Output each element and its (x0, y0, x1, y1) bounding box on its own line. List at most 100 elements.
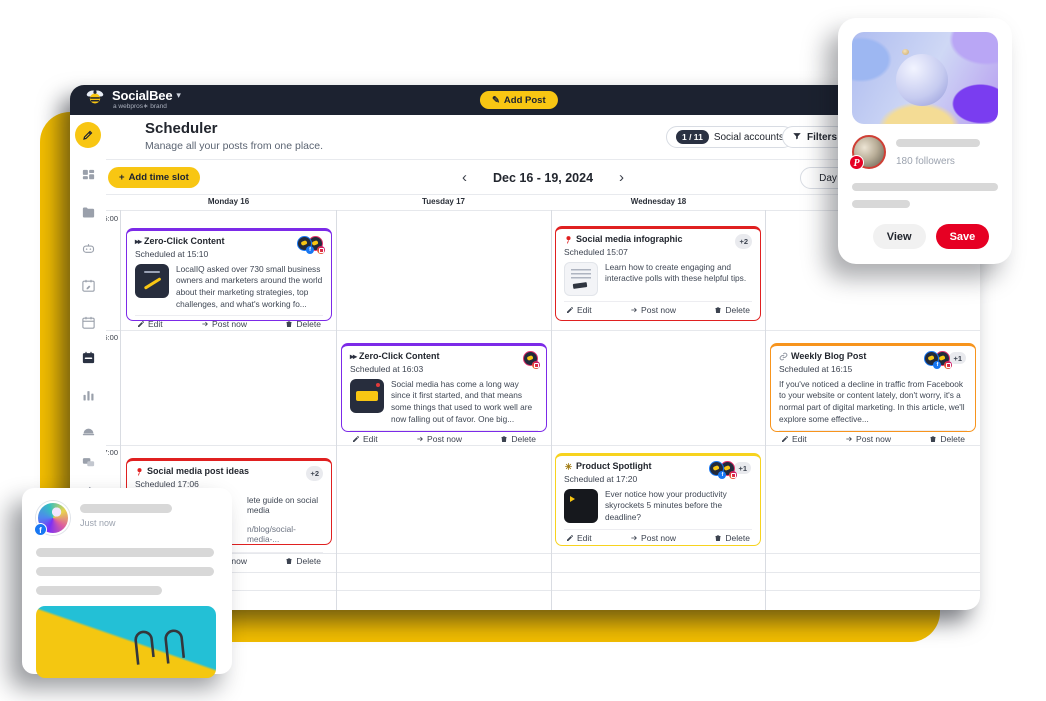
edit-button[interactable]: Edit (352, 434, 378, 444)
social-accounts-selector[interactable]: 1 / 11 Social accounts (666, 126, 794, 148)
view-button[interactable]: View (872, 224, 926, 249)
sidebar-item-posts[interactable] (79, 313, 97, 331)
pool-photo (36, 606, 216, 678)
sidebar-item-dashboard[interactable] (79, 166, 97, 184)
followers-count: 180 followers (896, 156, 955, 167)
chevron-down-icon: ▾ (176, 90, 181, 101)
brand-menu[interactable]: SocialBee ▾ a webpros∗ brand (84, 89, 181, 111)
skeleton-text-bar (36, 548, 214, 557)
delete-button[interactable]: Delete (285, 319, 321, 329)
edit-button[interactable]: Edit (566, 533, 592, 543)
post-now-button[interactable]: Post now (201, 319, 247, 329)
facebook-icon: f (718, 471, 727, 479)
skeleton-text-bar (852, 200, 910, 208)
plus-icon: + (119, 172, 125, 183)
sidebar-item-analytics[interactable] (79, 386, 97, 404)
post-now-button[interactable]: Post now (416, 434, 462, 444)
calendar-grid: Monday 16 Tuesday 17 Wednesday 18 15:00 … (106, 195, 980, 610)
brand-subtitle: a webpros∗ brand (113, 103, 167, 111)
time-label-15: 15:00 (106, 214, 118, 223)
bee-logo-icon (84, 89, 106, 110)
day-header-wednesday: Wednesday 18 (630, 197, 687, 206)
post-link-fragment: n/blog/social-media-... (247, 523, 296, 544)
more-accounts-badge: +2 (735, 234, 752, 249)
skeleton-text-bar (36, 586, 162, 595)
sidebar-item-engage[interactable] (79, 453, 97, 471)
compose-icon: ✎ (491, 94, 500, 106)
prev-week-button[interactable]: ‹ (461, 169, 467, 186)
date-navigation: ‹ Dec 16 - 19, 2024 › (462, 160, 624, 195)
delete-button[interactable]: Delete (285, 556, 321, 566)
sidebar-item-content-library[interactable] (79, 203, 97, 221)
date-range-label: Dec 16 - 19, 2024 (492, 170, 594, 185)
sidebar-item-content-calendar[interactable] (79, 276, 97, 294)
accounts-count-badge: 1 / 11 (676, 130, 709, 144)
avatar: f (34, 501, 70, 536)
post-text-fragment: lete guide on social media (247, 494, 319, 515)
pinterest-pin-preview-card: P 180 followers View Save (838, 18, 1012, 264)
edit-button[interactable]: Edit (566, 305, 592, 315)
delete-button[interactable]: Delete (714, 533, 750, 543)
app-window: SocialBee ▾ a webpros∗ brand ✎ Add Post (70, 85, 980, 610)
account-avatars (523, 351, 540, 369)
post-thumbnail (564, 261, 598, 296)
skeleton-name-bar (80, 504, 172, 513)
account-avatars: f (297, 236, 325, 254)
sidebar-item-scheduler-active[interactable] (79, 348, 97, 366)
facebook-avatar: f (297, 236, 314, 254)
add-post-button[interactable]: ✎ Add Post (479, 91, 558, 109)
sidebar-item-ai-assistant[interactable] (79, 239, 97, 257)
next-week-button[interactable]: › (619, 169, 625, 186)
post-card-zero-click-tue[interactable]: ▸▸ Zero-Click Content Scheduled at 16:03 … (341, 343, 547, 444)
instagram-icon (317, 246, 325, 254)
post-card-product-spotlight[interactable]: Product Spotlight Scheduled at 17:20 f +… (555, 453, 761, 546)
more-accounts-badge: +1 (733, 461, 752, 475)
sphere-graphic (896, 49, 948, 106)
post-card-weekly-blog[interactable]: Weekly Blog Post Scheduled at 16:15 f +1… (770, 343, 976, 444)
post-now-button[interactable]: Post now (845, 434, 891, 444)
evergreen-icon: ▸▸ (350, 351, 357, 361)
facebook-icon: f (306, 246, 314, 254)
post-now-button[interactable]: Post now (630, 305, 676, 315)
instagram-icon (532, 361, 540, 369)
spotlight-icon (564, 462, 573, 471)
instagram-avatar (523, 351, 540, 369)
instagram-icon (729, 471, 738, 479)
skeleton-text-bar (852, 183, 998, 191)
pin-icon (564, 235, 573, 244)
save-button[interactable]: Save (935, 224, 990, 249)
more-accounts-badge: +2 (306, 466, 323, 481)
brand-name: SocialBee (112, 88, 173, 104)
delete-button[interactable]: Delete (500, 434, 536, 444)
account-avatars: f +1 (709, 461, 752, 479)
pinterest-icon: P (849, 155, 864, 170)
time-label-16: 16:00 (106, 333, 118, 342)
account-avatars: f +1 (924, 351, 967, 369)
accounts-label: Social accounts (713, 131, 784, 143)
facebook-post-preview-card: f Just now (22, 488, 232, 678)
delete-button[interactable]: Delete (929, 434, 965, 444)
sidebar-item-compose[interactable] (75, 122, 101, 148)
sidebar-item-notifications[interactable] (79, 421, 97, 439)
post-timestamp: Just now (80, 518, 116, 528)
edit-button[interactable]: Edit (137, 319, 163, 329)
sidebar-nav (70, 115, 106, 610)
facebook-avatar: f (709, 461, 727, 479)
post-card-infographic-wed[interactable]: Social media infographic Scheduled 15:07… (555, 226, 761, 321)
post-now-button[interactable]: Post now (630, 533, 676, 543)
day-header-monday: Monday 16 (207, 197, 250, 206)
page-header: Scheduler Manage all your posts from one… (106, 115, 980, 160)
top-navbar: SocialBee ▾ a webpros∗ brand ✎ Add Post (70, 85, 980, 115)
delete-button[interactable]: Delete (714, 305, 750, 315)
post-card-zero-click-mon[interactable]: ▸▸ Zero-Click Content Scheduled at 15:10 … (126, 228, 332, 329)
post-thumbnail (350, 378, 384, 413)
edit-button[interactable]: Edit (781, 434, 807, 444)
post-thumbnail (564, 488, 598, 523)
time-label-17: 17:00 (106, 448, 118, 457)
skeleton-text-bar (36, 567, 214, 576)
link-icon (779, 352, 788, 361)
post-thumbnail (135, 263, 169, 298)
pin-icon (135, 467, 144, 476)
add-time-slot-button[interactable]: + Add time slot (108, 167, 200, 188)
